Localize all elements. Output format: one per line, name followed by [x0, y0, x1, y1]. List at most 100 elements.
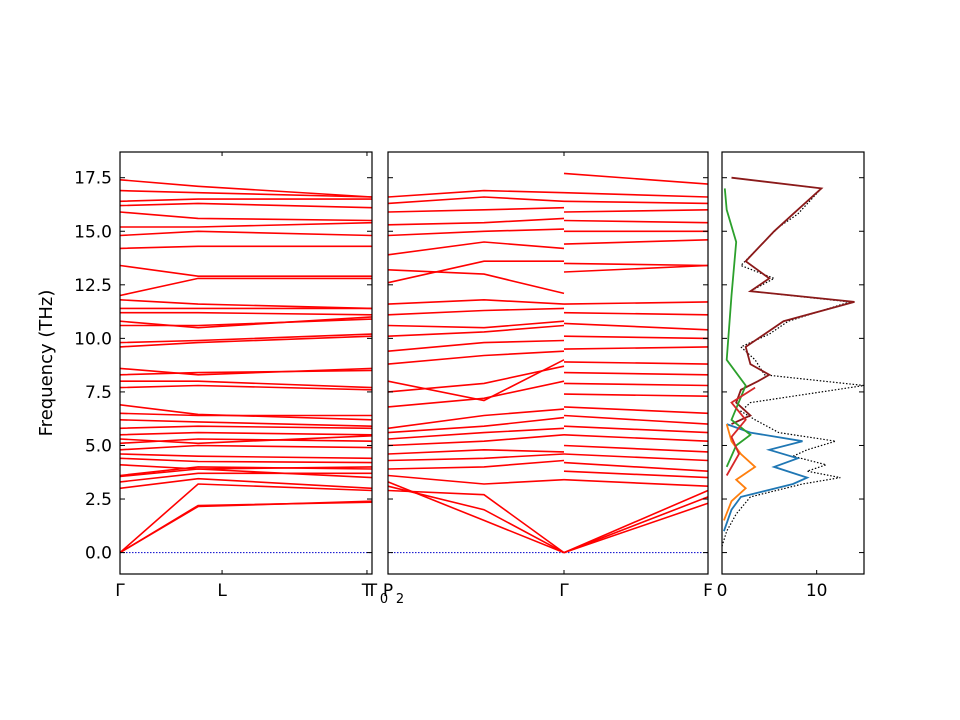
- middle-band-38: [563, 414, 709, 425]
- left-band-21: [119, 367, 373, 376]
- middle-band-18: [387, 307, 565, 316]
- middle-xtick-label-2: F: [703, 581, 713, 601]
- middle-band-14: [387, 350, 565, 365]
- left-band-36: [119, 198, 372, 203]
- middle-band-17: [387, 320, 565, 329]
- middle-band-32: [563, 470, 709, 479]
- middle-band-54: [563, 209, 709, 213]
- middle-band-35: [563, 444, 709, 453]
- middle-band-23: [387, 228, 565, 237]
- middle-band-39: [563, 406, 709, 415]
- left-band-33: [120, 221, 373, 228]
- dos-xtick-label-1: 10: [806, 581, 828, 601]
- middle-band-30: [563, 489, 709, 554]
- middle-band-9: [387, 416, 565, 434]
- middle-band-53: [563, 219, 709, 224]
- left-band-16: [119, 412, 372, 417]
- middle-xtick-subscript-0: 2: [396, 592, 404, 607]
- middle-xtick-label-1: Γ: [559, 581, 569, 601]
- middle-band-26: [387, 196, 565, 205]
- middle-band-20: [387, 260, 564, 284]
- y-tick-label-4: 10.0: [74, 329, 112, 349]
- middle-band-13: [387, 359, 565, 402]
- middle-band-42: [563, 371, 709, 376]
- middle-band-55: [563, 200, 709, 205]
- dos-panel: [721, 151, 865, 575]
- left-band-18: [119, 384, 373, 391]
- left-band-26: [120, 311, 373, 316]
- left-band-9: [119, 453, 373, 460]
- middle-band-16: [387, 324, 565, 337]
- middle-band-8: [387, 427, 565, 440]
- band-panel-left: [119, 151, 373, 575]
- left-band-14: [119, 425, 373, 430]
- middle-band-6: [387, 448, 565, 455]
- dos-curve-1: [731, 176, 855, 425]
- dos-curve-2: [723, 423, 810, 532]
- left-band-15: [119, 419, 373, 427]
- middle-band-15: [387, 339, 565, 352]
- left-band-12: [119, 435, 373, 445]
- y-tick-label-2: 5.0: [85, 436, 112, 456]
- dos-xtick-label-0: 0: [717, 581, 728, 601]
- left-band-25: [119, 316, 373, 329]
- left-band-28: [119, 299, 373, 310]
- middle-band-4: [387, 459, 565, 470]
- middle-band-2: [387, 481, 565, 554]
- middle-band-47: [563, 311, 709, 316]
- left-xtick-label-1: L: [217, 581, 227, 601]
- left-band-4: [119, 472, 372, 483]
- middle-band-10: [387, 408, 565, 430]
- left-xtick-label-3: T: [366, 581, 378, 601]
- y-tick-label-3: 7.5: [85, 383, 112, 403]
- middle-band-51: [563, 239, 709, 245]
- middle-xtick-label-0: P: [383, 581, 393, 601]
- middle-band-25: [387, 206, 565, 213]
- left-band-30: [119, 264, 372, 277]
- dos-curves: [721, 176, 865, 547]
- y-tick-label-5: 12.5: [74, 276, 112, 296]
- left-band-13: [119, 431, 373, 436]
- middle-band-57: [563, 172, 709, 185]
- left-band-23: [119, 333, 373, 344]
- middle-band-19: [387, 298, 565, 305]
- left-band-3: [119, 477, 373, 490]
- middle-band-3: [387, 474, 565, 485]
- y-axis-label: Frequency (THz): [36, 290, 57, 437]
- middle-band-45: [563, 335, 709, 340]
- band-panel-middle: [387, 151, 709, 575]
- middle-band-7: [387, 434, 565, 447]
- middle-band-41: [563, 382, 709, 387]
- middle-band-21: [387, 269, 565, 295]
- dos-curve-5: [725, 386, 756, 476]
- middle-band-lines: [387, 172, 709, 554]
- left-band-32: [119, 230, 373, 237]
- left-band-11: [119, 438, 373, 445]
- dos-curve-3: [723, 423, 757, 521]
- middle-band-33: [563, 461, 709, 472]
- middle-band-36: [563, 434, 709, 442]
- middle-band-34: [563, 453, 709, 462]
- left-band-29: [119, 277, 372, 297]
- middle-band-31: [563, 478, 709, 487]
- axes-layer: Γ L TT 0P 2 Γ F0.02.55.07.510.012.515.017.50 10: [74, 152, 864, 607]
- middle-band-5: [387, 453, 565, 462]
- left-xtick-label-2: T: [361, 581, 373, 601]
- y-tick-label-0: 0.0: [85, 544, 112, 564]
- dos-curve-4: [723, 188, 752, 468]
- middle-band-28: [563, 502, 709, 554]
- middle-band-11: [387, 380, 565, 408]
- middle-band-49: [563, 264, 709, 273]
- middle-band-29: [563, 496, 709, 554]
- left-band-19: [120, 380, 373, 389]
- middle-band-24: [387, 217, 565, 226]
- left-band-17: [119, 404, 373, 421]
- left-xtick-subscript-3: 0: [380, 592, 388, 607]
- left-band-31: [119, 245, 372, 250]
- y-tick-label-7: 17.5: [74, 169, 112, 189]
- middle-band-0: [387, 489, 565, 554]
- middle-band-12: [387, 365, 565, 393]
- left-band-37: [119, 189, 373, 198]
- middle-band-22: [387, 241, 565, 256]
